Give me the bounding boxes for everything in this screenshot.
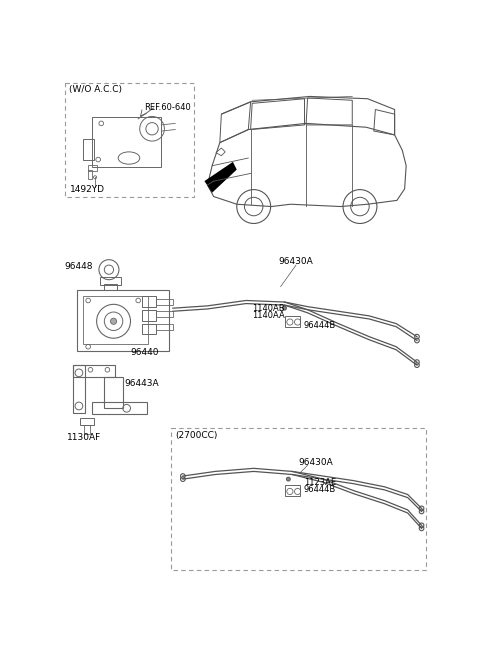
Text: 96448: 96448	[64, 262, 93, 271]
Circle shape	[283, 306, 287, 310]
Bar	[73, 365, 85, 413]
Bar	[156, 311, 173, 318]
Text: 1140AB: 1140AB	[252, 304, 285, 314]
Bar	[142, 310, 156, 321]
Bar	[83, 139, 94, 160]
Bar	[104, 377, 123, 407]
Bar	[92, 402, 147, 414]
Bar	[88, 170, 92, 179]
Bar	[100, 277, 121, 285]
Text: (W/O A.C.C): (W/O A.C.C)	[69, 85, 122, 94]
Bar	[170, 428, 426, 570]
Bar	[73, 365, 115, 377]
Text: 1140AA: 1140AA	[252, 311, 285, 320]
Text: 96440: 96440	[131, 348, 159, 358]
Text: 96444B: 96444B	[304, 485, 336, 494]
Bar	[83, 296, 148, 344]
Text: 1130AF: 1130AF	[67, 433, 102, 442]
Bar	[285, 485, 300, 496]
Bar	[65, 83, 194, 197]
Bar	[285, 316, 300, 327]
Polygon shape	[204, 162, 237, 193]
Bar	[156, 323, 173, 330]
Text: REF.60-640: REF.60-640	[144, 104, 191, 112]
Text: 96443A: 96443A	[124, 379, 159, 388]
Bar	[88, 165, 97, 171]
Text: 96444B: 96444B	[304, 321, 336, 330]
Bar	[142, 323, 156, 335]
Text: (2700CC): (2700CC)	[175, 430, 217, 440]
Bar	[84, 425, 90, 434]
Bar	[142, 296, 156, 306]
Text: 96430A: 96430A	[278, 257, 313, 266]
Bar	[104, 283, 118, 290]
Text: 1123AE: 1123AE	[304, 478, 336, 487]
Bar	[81, 417, 94, 425]
Bar	[92, 117, 161, 167]
Circle shape	[287, 477, 290, 481]
Text: 1492YD: 1492YD	[71, 185, 106, 194]
Text: 96430A: 96430A	[299, 458, 333, 466]
Bar	[156, 299, 173, 305]
Bar	[77, 290, 169, 352]
Circle shape	[110, 318, 117, 324]
